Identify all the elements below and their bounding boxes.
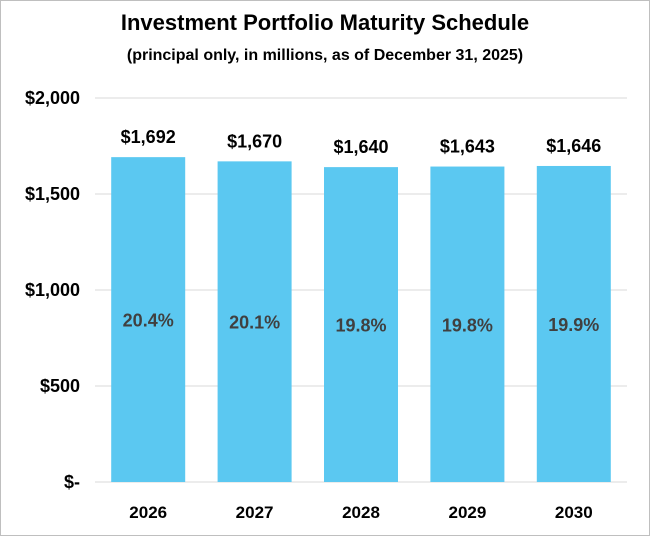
chart-title: Investment Portfolio Maturity Schedule xyxy=(120,10,530,35)
value-labels: $1,692 $1,670 $1,640 $1,643 $1,646 xyxy=(121,127,602,157)
bar-percent-label: 19.9% xyxy=(548,315,599,335)
x-tick-label: 2028 xyxy=(342,503,380,522)
bar-percent-label: 19.8% xyxy=(335,316,386,336)
bar xyxy=(111,157,186,483)
bar-percent-label: 19.8% xyxy=(442,315,493,335)
bar-value-label: $1,670 xyxy=(227,131,282,151)
x-tick-label: 2029 xyxy=(448,503,486,522)
bar-value-label: $1,692 xyxy=(121,127,176,147)
x-tick-label: 2027 xyxy=(236,503,274,522)
chart-subtitle: (principal only, in millions, as of Dece… xyxy=(126,47,524,64)
bar-value-label: $1,646 xyxy=(546,136,601,156)
y-axis-tick-labels: $- $500 $1,000 $1,500 $2,000 xyxy=(25,88,80,492)
x-axis-tick-labels: 2026 2027 2028 2029 2030 xyxy=(129,503,592,522)
bar xyxy=(217,161,292,483)
bar xyxy=(536,165,611,482)
x-tick-label: 2026 xyxy=(129,503,167,522)
x-tick-label: 2030 xyxy=(555,503,593,522)
y-tick-label: $1,500 xyxy=(25,184,80,204)
percent-labels: 20.4% 20.1% 19.8% 19.8% 19.9% xyxy=(123,311,600,336)
bars xyxy=(111,157,611,483)
y-tick-label: $2,000 xyxy=(25,88,80,108)
bar-value-label: $1,643 xyxy=(440,137,495,157)
bar-percent-label: 20.1% xyxy=(229,313,280,333)
y-tick-label: $500 xyxy=(40,376,80,396)
bar-percent-label: 20.4% xyxy=(123,311,174,331)
bar xyxy=(430,166,505,482)
y-tick-label: $1,000 xyxy=(25,280,80,300)
bar xyxy=(324,167,398,482)
bar-value-label: $1,640 xyxy=(333,137,388,157)
y-tick-label: $- xyxy=(64,472,80,492)
